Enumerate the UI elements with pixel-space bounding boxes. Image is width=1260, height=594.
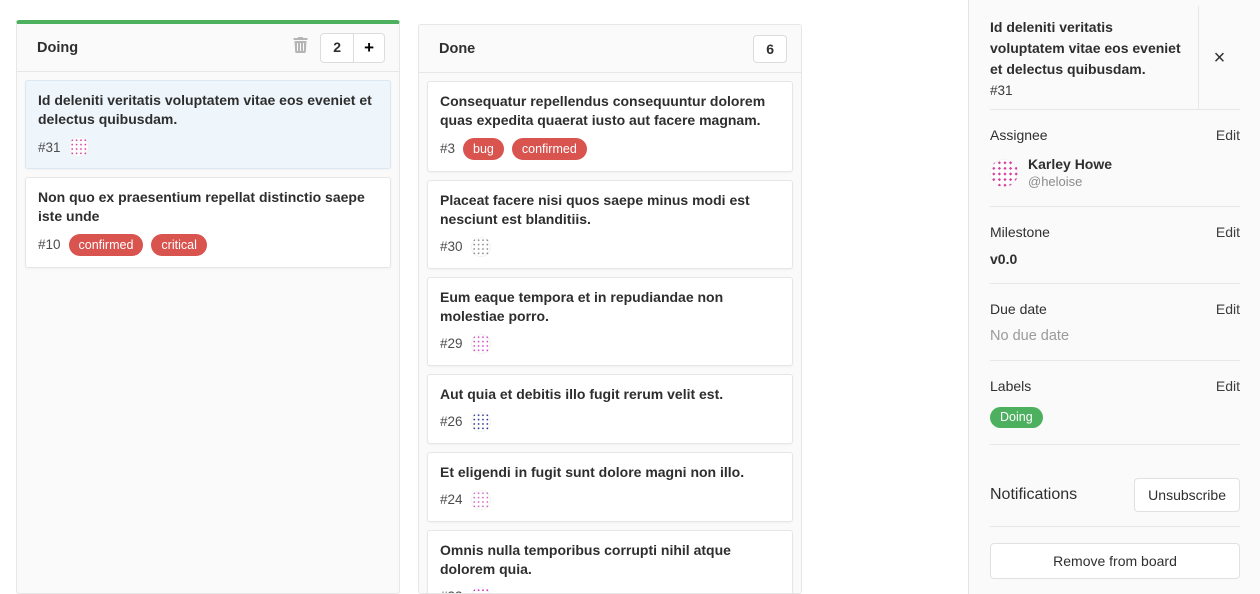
assignee-username: @heloise: [1028, 173, 1083, 189]
column-header-doing: Doing 2 +: [17, 24, 399, 72]
labels-section: Labels Edit Doing: [990, 361, 1240, 446]
issue-title: Id deleniti veritatis voluptatem vitae e…: [990, 19, 1181, 77]
notifications-label: Notifications: [990, 486, 1078, 504]
label-pill[interactable]: confirmed: [68, 234, 144, 256]
issue-meta: #23: [440, 586, 780, 593]
issue-title: Aut quia et debitis illo fugit rerum vel…: [440, 385, 724, 402]
edit-labels-link[interactable]: Edit: [1215, 377, 1240, 394]
issue-number: #31: [38, 139, 61, 155]
sidebar-close-area: ×: [1198, 6, 1240, 109]
remove-from-board-button[interactable]: Remove from board: [990, 543, 1240, 580]
issue-number: #23: [440, 589, 463, 593]
issue-card[interactable]: Aut quia et debitis illo fugit rerum vel…: [427, 373, 793, 444]
assignee-avatar: [470, 489, 491, 510]
notifications-section: Notifications Unsubscribe: [990, 464, 1240, 528]
issue-title: Non quo ex praesentium repellat distinct…: [38, 189, 365, 225]
column-title: Done: [439, 40, 476, 57]
add-issue-button[interactable]: +: [353, 33, 384, 62]
due-date-label: Due date: [990, 300, 1047, 317]
assignee-avatar: [68, 137, 89, 158]
assignee-avatar: [990, 158, 1018, 187]
issue-board: Doing 2 + Id deleniti veritatis voluptat…: [16, 20, 802, 594]
board-column-done: Done 6 Consequatur repellendus consequun…: [418, 24, 802, 594]
label-pill[interactable]: critical: [151, 234, 207, 256]
issue-number: #31: [990, 83, 1013, 98]
issue-title: Eum eaque tempora et in repudiandae non …: [440, 288, 724, 324]
column-count-widget: 2 +: [320, 32, 385, 63]
issue-meta: #31: [38, 137, 378, 158]
edit-assignee-link[interactable]: Edit: [1215, 127, 1240, 143]
edit-due-date-link[interactable]: Edit: [1215, 300, 1240, 317]
issue-card[interactable]: Non quo ex praesentium repellat distinct…: [25, 177, 391, 268]
issue-card[interactable]: Consequatur repellendus consequuntur dol…: [427, 81, 793, 172]
column-header-done: Done 6: [419, 25, 801, 73]
unsubscribe-button[interactable]: Unsubscribe: [1134, 478, 1240, 513]
issue-meta: #10 confirmed critical: [38, 234, 378, 256]
board-column-doing: Doing 2 + Id deleniti veritatis voluptat…: [16, 20, 400, 594]
issue-number: #29: [440, 336, 463, 352]
assignee-label: Assignee: [990, 127, 1048, 143]
issue-title: Placeat facere nisi quos saepe minus mod…: [440, 191, 750, 227]
assignee-row[interactable]: Karley Howe @heloise: [990, 156, 1240, 190]
due-date-value: No due date: [990, 327, 1070, 344]
issue-card[interactable]: Placeat facere nisi quos saepe minus mod…: [427, 179, 793, 269]
issue-number: #3: [440, 141, 456, 157]
issue-detail-sidebar: Id deleniti veritatis voluptatem vitae e…: [968, 0, 1260, 594]
due-date-section: Due date Edit No due date: [990, 284, 1240, 361]
issue-title: Et eligendi in fugit sunt dolore magni n…: [440, 463, 745, 480]
issue-number: #30: [440, 239, 463, 255]
issue-card[interactable]: Eum eaque tempora et in repudiandae non …: [427, 276, 793, 366]
issue-number: #10: [38, 237, 61, 253]
issue-meta: #3 bug confirmed: [440, 138, 780, 160]
column-title: Doing: [37, 39, 79, 56]
assignee-avatar: [470, 411, 491, 432]
milestone-value: v0.0: [990, 250, 1018, 267]
assignee-avatar: [470, 333, 491, 354]
issue-meta: #29: [440, 333, 780, 354]
column-cards-doing: Id deleniti veritatis voluptatem vitae e…: [17, 72, 399, 593]
remove-from-board-area: Remove from board: [990, 527, 1240, 594]
issue-card[interactable]: Et eligendi in fugit sunt dolore magni n…: [427, 451, 793, 522]
delete-column-button[interactable]: [293, 36, 308, 58]
edit-milestone-link[interactable]: Edit: [1215, 223, 1240, 240]
issue-meta: #30: [440, 236, 780, 257]
sidebar-title-block: Id deleniti veritatis voluptatem vitae e…: [990, 6, 1198, 109]
milestone-label: Milestone: [990, 223, 1050, 240]
column-issue-count: 2: [333, 38, 342, 55]
column-count-widget: 6: [753, 34, 787, 63]
sidebar-header: Id deleniti veritatis voluptatem vitae e…: [990, 6, 1240, 110]
milestone-section: Milestone Edit v0.0: [990, 207, 1240, 284]
issue-title: Id deleniti veritatis voluptatem vitae e…: [38, 92, 372, 128]
close-icon[interactable]: ×: [1213, 46, 1226, 69]
labels-label: Labels: [990, 377, 1032, 394]
assignee-avatar: [470, 236, 491, 257]
column-issue-count: 6: [766, 40, 774, 57]
label-pill[interactable]: Doing: [990, 406, 1043, 429]
issue-card[interactable]: Id deleniti veritatis voluptatem vitae e…: [25, 80, 391, 170]
assignee-section: Assignee Edit Karley Howe @heloise: [990, 110, 1240, 207]
label-pill[interactable]: bug: [463, 138, 504, 160]
label-pill[interactable]: confirmed: [511, 138, 587, 160]
trash-icon: [293, 36, 308, 58]
column-cards-done: Consequatur repellendus consequuntur dol…: [419, 73, 801, 593]
issue-number: #24: [440, 492, 463, 508]
issue-title: Consequatur repellendus consequuntur dol…: [440, 93, 766, 129]
assignee-name: Karley Howe: [1028, 156, 1113, 172]
issue-number: #26: [440, 414, 463, 430]
issue-card[interactable]: Omnis nulla temporibus corrupti nihil at…: [427, 529, 793, 593]
issue-title: Omnis nulla temporibus corrupti nihil at…: [440, 541, 731, 577]
issue-meta: #24: [440, 489, 780, 510]
assignee-avatar: [470, 586, 491, 593]
issue-meta: #26: [440, 411, 780, 432]
